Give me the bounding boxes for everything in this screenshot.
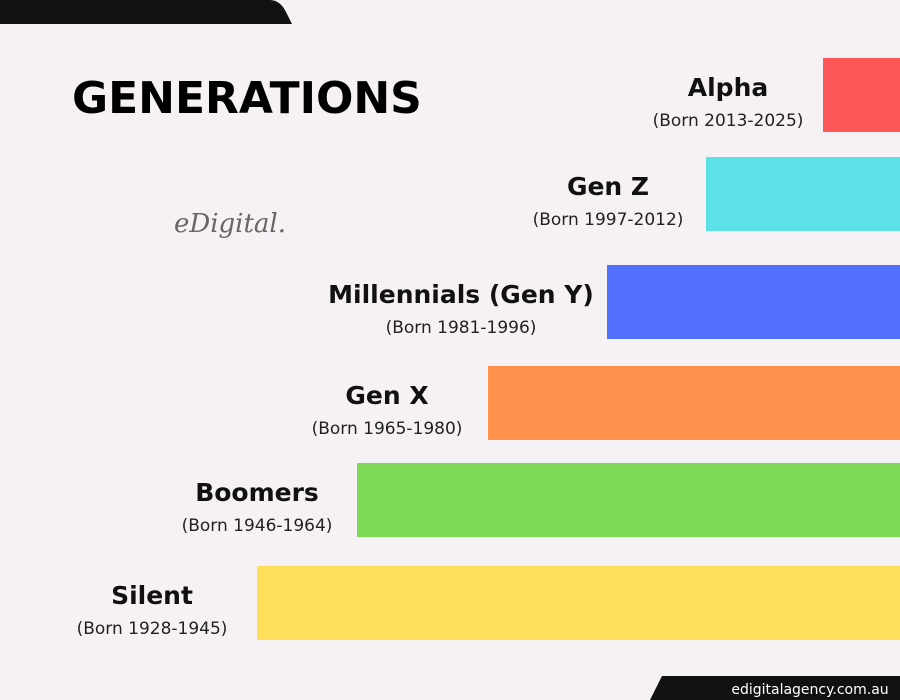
generation-bar (607, 265, 900, 339)
title: GENERATIONS (72, 73, 422, 124)
generation-bar (488, 366, 900, 440)
generation-name: Millennials (Gen Y) (328, 280, 594, 309)
top-band (0, 0, 292, 24)
generation-name: Boomers (195, 478, 319, 507)
generation-rows: Alpha (Born 2013-2025) Gen Z (Born 1997-201… (77, 58, 900, 640)
generation-bar (257, 566, 900, 640)
generation-bar (823, 58, 900, 132)
generation-born: (Born 2013-2025) (653, 111, 804, 131)
generation-bar (357, 463, 900, 537)
generation-born: (Born 1928-1945) (77, 619, 228, 639)
generation-born: (Born 1981-1996) (386, 318, 537, 338)
generation-bar (706, 157, 900, 231)
generation-born: (Born 1965-1980) (312, 419, 463, 439)
generation-name: Alpha (688, 73, 768, 102)
footer-url: edigitalagency.com.au (731, 682, 888, 698)
generation-name: Silent (111, 581, 193, 610)
generation-born: (Born 1997-2012) (533, 210, 684, 230)
generation-born: (Born 1946-1964) (182, 516, 333, 536)
logo: eDigital. (174, 209, 286, 239)
generation-name: Gen X (345, 381, 428, 410)
generation-name: Gen Z (567, 172, 649, 201)
footer-band (650, 676, 900, 700)
